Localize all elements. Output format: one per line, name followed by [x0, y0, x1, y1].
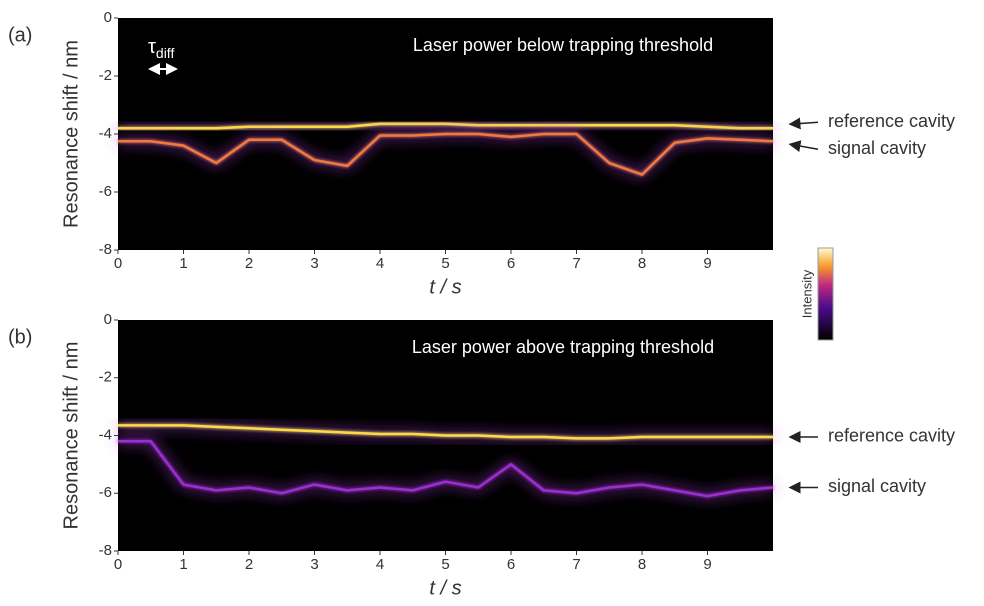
tau-symbol: τ — [148, 36, 156, 58]
trace — [118, 440, 774, 498]
y-tick-label: 0 — [104, 9, 112, 26]
y-axis-label: Resonance shift / nm — [60, 342, 82, 530]
x-tick-label: 8 — [638, 556, 646, 573]
y-tick-label: -2 — [99, 369, 112, 386]
legend-label: reference cavity — [828, 111, 955, 131]
x-tick-label: 0 — [114, 255, 122, 272]
annotation: Laser power below trapping threshold — [413, 35, 713, 55]
y-tick-label: -4 — [99, 426, 112, 443]
legend-label: reference cavity — [828, 426, 955, 446]
legend-label: signal cavity — [828, 138, 926, 158]
x-tick-label: 4 — [376, 556, 384, 573]
x-tick-label: 7 — [572, 556, 580, 573]
y-tick-label: 0 — [104, 311, 112, 328]
panel-label: (a) — [8, 24, 32, 46]
trace — [118, 122, 773, 130]
y-axis-label: Resonance shift / nm — [60, 40, 82, 228]
x-tick-label: 3 — [310, 556, 318, 573]
x-tick-label: 9 — [703, 556, 711, 573]
y-tick-label: -8 — [99, 241, 112, 258]
y-tick-label: -8 — [99, 542, 112, 559]
x-tick-label: 6 — [507, 556, 515, 573]
y-tick-label: -6 — [99, 484, 112, 501]
trace — [118, 132, 774, 177]
y-tick-label: -2 — [99, 67, 112, 84]
x-tick-label: 1 — [179, 556, 187, 573]
x-tick-label: 7 — [572, 255, 580, 272]
tau-label: τdiff — [148, 36, 174, 60]
x-tick-label: 8 — [638, 255, 646, 272]
annotation: Laser power above trapping threshold — [412, 337, 714, 357]
x-tick-label: 2 — [245, 556, 253, 573]
y-tick-label: -4 — [99, 125, 112, 142]
y-tick-label: -6 — [99, 183, 112, 200]
x-axis-label: t / s — [429, 577, 461, 599]
x-tick-label: 5 — [441, 255, 449, 272]
x-tick-label: 4 — [376, 255, 384, 272]
tau-subscript: diff — [156, 45, 175, 61]
legend-label: signal cavity — [828, 476, 926, 496]
legend-arrow — [788, 140, 819, 153]
legend-arrow — [788, 117, 819, 130]
x-tick-label: 5 — [441, 556, 449, 573]
x-tick-label: 0 — [114, 556, 122, 573]
x-tick-label: 6 — [507, 255, 515, 272]
trace — [118, 424, 773, 440]
colorbar-label: Intensity — [799, 269, 814, 318]
panel-label: (b) — [8, 326, 32, 348]
colorbar — [817, 247, 834, 341]
x-tick-label: 1 — [179, 255, 187, 272]
x-axis-label: t / s — [429, 276, 461, 298]
x-tick-label: 9 — [703, 255, 711, 272]
x-tick-label: 2 — [245, 255, 253, 272]
x-tick-label: 3 — [310, 255, 318, 272]
